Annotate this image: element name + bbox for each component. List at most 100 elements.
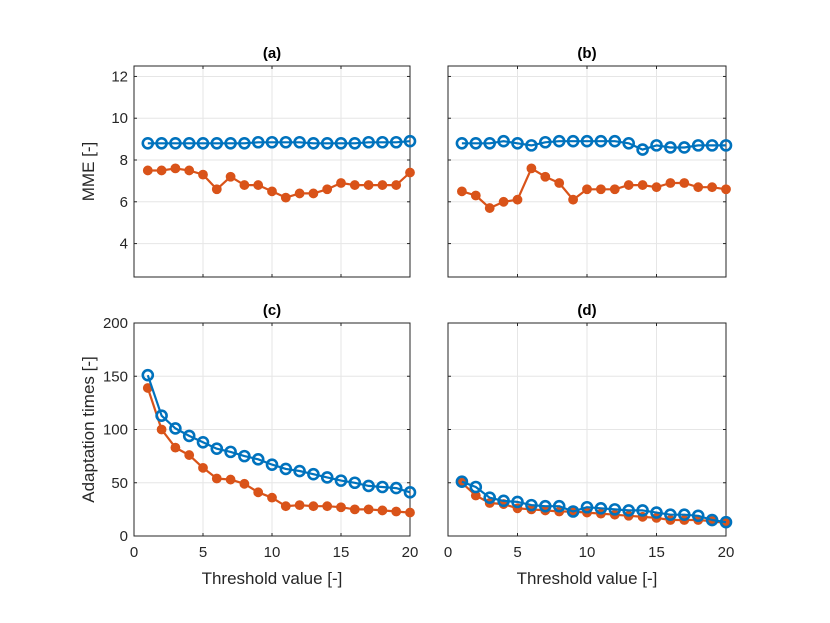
- data-point: [320, 471, 334, 484]
- data-point: [637, 180, 648, 190]
- data-point: [636, 143, 649, 156]
- data-point: [455, 136, 469, 150]
- data-point: [377, 180, 388, 190]
- series-orange: [142, 383, 415, 518]
- x-tick-label: 0: [444, 544, 452, 561]
- data-point: [554, 178, 565, 188]
- panel-title: (a): [263, 45, 281, 62]
- panel-title: (c): [263, 302, 281, 319]
- y-axis-label: MME [-]: [79, 142, 98, 202]
- y-tick-label: 100: [103, 422, 128, 439]
- data-point: [651, 182, 662, 193]
- series-orange-line: [146, 387, 411, 514]
- data-point: [210, 442, 224, 455]
- data-point: [538, 135, 552, 149]
- data-point: [198, 169, 208, 180]
- data-point: [196, 136, 210, 150]
- data-point: [253, 180, 264, 190]
- data-point: [679, 178, 690, 188]
- data-point: [403, 486, 417, 499]
- data-point: [594, 134, 608, 148]
- y-tick-label: 150: [103, 368, 128, 385]
- series-blue-line: [461, 480, 727, 524]
- data-point: [580, 134, 594, 148]
- x-tick-label: 0: [130, 544, 138, 561]
- data-point: [552, 499, 566, 513]
- x-tick-label: 15: [333, 544, 350, 561]
- data-point: [596, 184, 606, 195]
- x-axis-label: Threshold value [-]: [202, 569, 343, 588]
- data-point: [308, 188, 319, 199]
- data-point: [403, 134, 417, 148]
- data-point: [239, 180, 250, 190]
- data-point: [389, 135, 403, 149]
- data-point: [391, 506, 402, 517]
- data-point: [705, 139, 719, 152]
- data-point: [538, 499, 552, 513]
- data-point: [511, 495, 524, 509]
- data-point: [566, 505, 580, 518]
- panel-title: (b): [577, 45, 596, 62]
- data-point: [377, 505, 388, 516]
- y-tick-label: 50: [111, 475, 128, 492]
- data-point: [650, 506, 663, 519]
- series-orange: [457, 163, 731, 213]
- data-point: [267, 186, 277, 197]
- data-point: [267, 492, 277, 503]
- data-point: [665, 178, 676, 188]
- data-point: [693, 182, 704, 193]
- data-point: [469, 480, 483, 494]
- data-point: [170, 163, 181, 174]
- data-point: [155, 409, 168, 422]
- y-tick-label: 12: [111, 68, 128, 85]
- data-point: [239, 478, 250, 489]
- data-point: [525, 139, 538, 152]
- data-point: [721, 184, 731, 195]
- data-point: [334, 136, 348, 150]
- data-point: [170, 442, 181, 453]
- data-point: [622, 136, 636, 150]
- data-point: [265, 135, 279, 149]
- data-point: [184, 165, 195, 176]
- data-point: [156, 424, 167, 435]
- data-point: [336, 502, 346, 513]
- data-point: [224, 136, 237, 150]
- y-tick-label: 8: [120, 152, 128, 169]
- data-point: [664, 141, 677, 154]
- data-point: [280, 192, 291, 203]
- data-point: [349, 504, 360, 515]
- data-point: [498, 196, 509, 207]
- data-point: [251, 135, 265, 149]
- data-point: [322, 184, 333, 195]
- data-point: [691, 139, 705, 152]
- x-tick-label: 20: [718, 544, 735, 561]
- data-point: [142, 165, 153, 176]
- data-point: [497, 134, 510, 148]
- data-point: [511, 136, 524, 150]
- data-point: [169, 422, 182, 435]
- data-point: [320, 136, 334, 150]
- data-point: [253, 487, 264, 498]
- chart-panel-4: 0 5 10 15 20 (d) Threshold value [-]: [444, 302, 735, 588]
- x-tick-label: 10: [264, 544, 281, 561]
- data-point: [552, 134, 566, 148]
- panel-title: (d): [577, 302, 596, 319]
- data-point: [405, 507, 415, 518]
- chart-panel-2: (b): [447, 45, 733, 278]
- data-point: [594, 502, 608, 515]
- data-point: [457, 186, 467, 197]
- data-point: [526, 163, 537, 174]
- y-axis-label: Adaptation times [-]: [79, 356, 98, 502]
- data-point: [225, 474, 236, 485]
- data-point: [608, 503, 622, 516]
- x-tick-label: 15: [648, 544, 665, 561]
- data-point: [540, 171, 551, 182]
- data-point: [677, 508, 691, 522]
- data-point: [362, 479, 375, 493]
- data-point: [483, 491, 497, 504]
- data-point: [609, 184, 620, 195]
- data-point: [608, 134, 622, 148]
- data-point: [322, 501, 333, 512]
- data-point: [210, 136, 224, 150]
